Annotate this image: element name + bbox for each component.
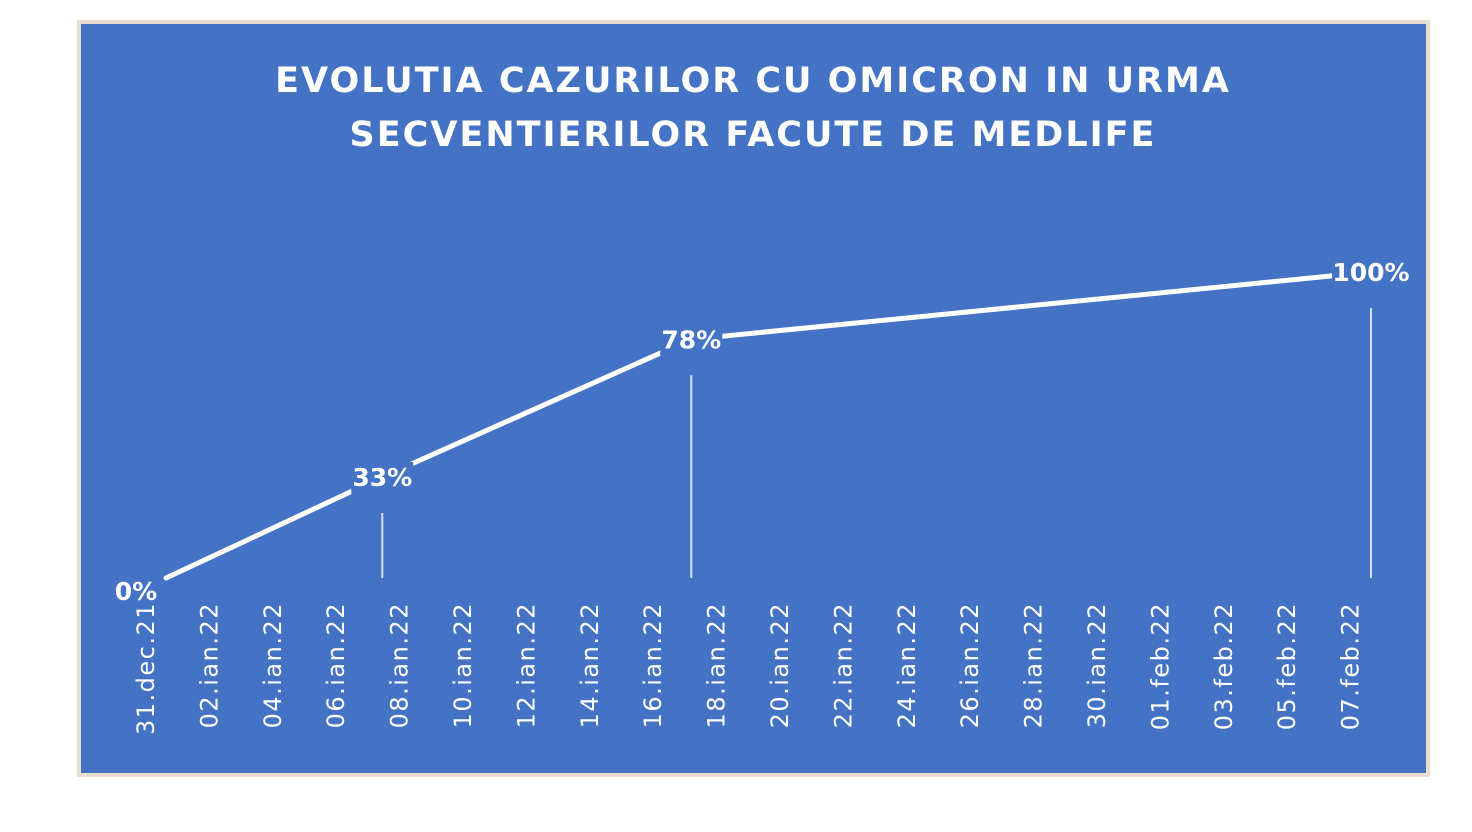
x-tick-label: 24.ian.22 (893, 602, 921, 728)
x-tick-label: 05.feb.22 (1273, 602, 1301, 730)
chart-area: EVOLUTIA CAZURILOR CU OMICRON IN URMA SE… (81, 24, 1426, 773)
x-tick-label: 22.ian.22 (829, 602, 857, 728)
x-tick-label: 30.ian.22 (1083, 602, 1111, 728)
x-tick-label: 20.ian.22 (766, 602, 794, 728)
x-tick-label: 28.ian.22 (1020, 602, 1048, 728)
x-tick-label: 12.ian.22 (512, 602, 540, 728)
data-labels: 0% 33% 78% 100% (115, 257, 1410, 606)
x-tick-label: 31.dec.21 (132, 602, 160, 735)
chart-title-line-2: SECVENTIERILOR FACUTE DE MEDLIFE (350, 115, 1157, 155)
drop-lines (381, 308, 1372, 578)
data-label: 33% (352, 463, 412, 492)
data-label-background (351, 462, 414, 495)
x-tick-label: 06.ian.22 (322, 602, 350, 728)
x-tick-label: 04.ian.22 (259, 602, 287, 728)
chart-background (81, 24, 1426, 773)
data-label: 0% (115, 577, 157, 606)
x-tick-label: 16.ian.22 (639, 602, 667, 728)
data-label-background (1332, 257, 1410, 289)
data-label: 78% (661, 325, 721, 354)
x-tick-label: 07.feb.22 (1337, 602, 1365, 730)
x-tick-label: 14.ian.22 (576, 602, 604, 728)
x-tick-label: 10.ian.22 (449, 602, 477, 728)
x-tick-label: 26.ian.22 (956, 602, 984, 728)
x-tick-label: 01.feb.22 (1146, 602, 1174, 730)
x-axis-tick-labels: 31.dec.21 02.ian.22 04.ian.22 06.ian.22 08.i… (132, 602, 1365, 735)
x-tick-label: 08.ian.22 (386, 602, 414, 728)
x-tick-label: 02.ian.22 (195, 602, 223, 728)
x-tick-label: 03.feb.22 (1210, 602, 1238, 730)
x-tick-label: 18.ian.22 (703, 602, 731, 728)
data-label: 100% (1332, 258, 1409, 287)
series-line (163, 269, 1374, 581)
chart-title-line-1: EVOLUTIA CAZURILOR CU OMICRON IN URMA (275, 61, 1231, 101)
data-label-background (660, 324, 723, 357)
